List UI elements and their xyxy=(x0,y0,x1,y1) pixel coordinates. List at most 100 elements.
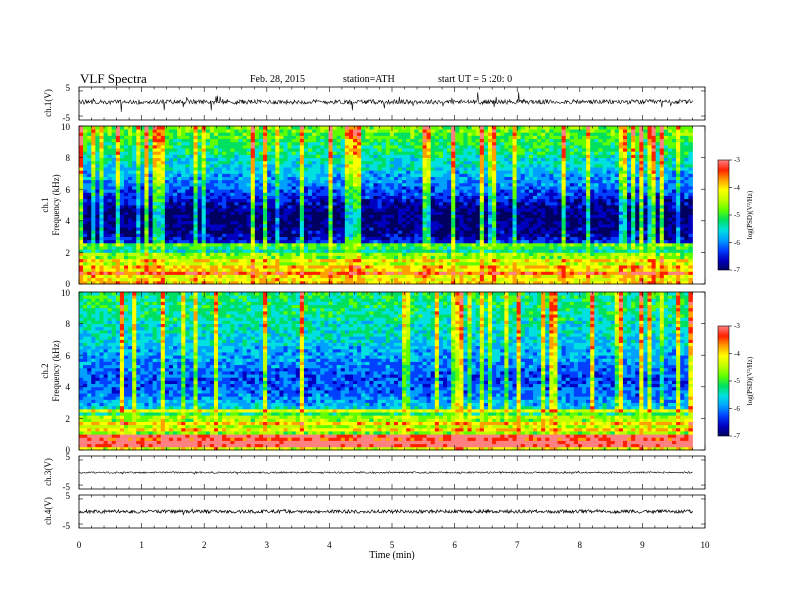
spectrogram-cell xyxy=(283,280,288,285)
spectrogram-cell xyxy=(115,271,121,275)
spectrogram-cell xyxy=(271,246,276,250)
spectrogram-cell xyxy=(287,217,293,222)
spectrogram-cell xyxy=(381,198,387,203)
spectrogram-cell xyxy=(95,246,100,250)
spectrogram-cell xyxy=(226,211,231,215)
spectrogram-cell xyxy=(230,151,235,155)
spectrogram-cell xyxy=(87,141,92,146)
spectrogram-cell xyxy=(406,217,411,222)
spectrogram-cell xyxy=(336,280,342,285)
spectrogram-cell xyxy=(287,179,293,184)
spectrogram-cell xyxy=(156,261,162,266)
spectrogram-cell xyxy=(471,277,477,282)
spectrogram-cell xyxy=(144,274,149,279)
spectrogram-cell xyxy=(389,148,395,152)
spectrogram-cell xyxy=(443,246,448,250)
spectrogram-cell xyxy=(295,160,301,165)
spectrogram-cell xyxy=(197,189,203,193)
spectrogram-cell xyxy=(336,141,342,146)
spectrogram-cell xyxy=(434,160,440,165)
spectrogram-cell xyxy=(475,211,481,215)
spectrogram-cell xyxy=(291,236,297,241)
spectrogram-cell xyxy=(332,220,338,225)
spectrogram-cell xyxy=(422,151,428,155)
spectrogram-cell xyxy=(389,138,395,143)
spectrogram-cell xyxy=(201,141,207,146)
spectrogram-cell xyxy=(348,186,354,190)
spectrogram-cell xyxy=(140,182,145,187)
spectrogram-cell xyxy=(459,261,464,266)
spectrogram-cell xyxy=(152,249,158,253)
spectrogram-cell xyxy=(205,186,211,190)
spectrogram-cell xyxy=(87,189,92,193)
spectrogram-cell xyxy=(418,138,423,143)
spectrogram-cell xyxy=(398,258,403,263)
spectrogram-cell xyxy=(451,236,456,241)
spectrogram-cell xyxy=(377,151,383,155)
spectrogram-cell xyxy=(213,173,219,177)
spectrogram-cell xyxy=(238,246,243,250)
spectrogram-cell xyxy=(291,201,297,206)
spectrogram-cell xyxy=(132,138,137,143)
spectrogram-cell xyxy=(148,217,154,222)
spectrogram-cell xyxy=(181,274,186,279)
spectrogram-cell xyxy=(275,233,280,237)
spectrogram-cell xyxy=(213,132,219,136)
spectrogram-cell xyxy=(320,201,325,206)
spectrogram-cell xyxy=(185,280,190,285)
spectrogram-cell xyxy=(316,198,321,203)
spectrogram-cell xyxy=(189,277,194,282)
spectrogram-cell xyxy=(95,179,100,184)
spectrogram-cell xyxy=(295,179,301,184)
spectrogram-cell xyxy=(99,182,104,187)
spectrogram-cell xyxy=(258,239,264,244)
spectrogram-cell xyxy=(451,201,456,206)
spectrogram-cell xyxy=(336,160,342,165)
spectrogram-cell xyxy=(426,205,432,209)
spectrogram-cell xyxy=(164,198,170,203)
spectrogram-cell xyxy=(438,157,444,162)
spectrogram-cell xyxy=(123,141,129,146)
spectrogram-cell xyxy=(128,277,133,282)
spectrogram-cell xyxy=(132,261,137,266)
spectrogram-cell xyxy=(111,151,117,155)
spectrogram-cell xyxy=(152,192,158,196)
spectrogram-cell xyxy=(340,167,346,171)
spectrogram-cell xyxy=(115,230,121,234)
spectrogram-cell xyxy=(389,154,395,158)
spectrogram-cell xyxy=(422,280,428,285)
spectrogram-cell xyxy=(185,227,190,231)
spectrogram-cell xyxy=(299,189,305,193)
spectrogram-cell xyxy=(348,255,354,260)
spectrogram-cell xyxy=(283,261,288,266)
spectrogram-cell xyxy=(201,189,207,193)
spectrogram-cell xyxy=(373,205,378,209)
spectrogram-cell xyxy=(238,129,243,133)
spectrogram-cell xyxy=(246,236,252,241)
spectrogram-cell xyxy=(234,277,239,282)
spectrogram-cell xyxy=(340,129,346,133)
spectrogram-cell xyxy=(463,167,468,171)
spectrogram-cell xyxy=(324,176,329,181)
spectrogram-cell xyxy=(258,280,264,285)
spectrogram-cell xyxy=(422,192,428,196)
spectrogram-cell xyxy=(144,201,149,206)
spectrogram-cell xyxy=(267,277,272,282)
spectrogram-cell xyxy=(234,157,239,162)
spectrogram-cell xyxy=(381,239,387,244)
spectrogram-cell xyxy=(451,230,456,234)
spectrogram-cell xyxy=(119,239,125,244)
spectrogram-cell xyxy=(123,179,129,184)
spectrogram-cell xyxy=(393,182,399,187)
spectrogram-cell xyxy=(295,214,301,219)
spectrogram-cell xyxy=(287,201,293,206)
spectrogram-cell xyxy=(365,236,370,241)
spectrogram-cell xyxy=(287,258,293,263)
spectrogram-cell xyxy=(336,192,342,196)
spectrogram-cell xyxy=(222,205,227,209)
spectrogram-cell xyxy=(238,280,243,285)
spectrogram-cell xyxy=(83,176,88,181)
spectrogram-cell xyxy=(316,230,321,234)
spectrogram-cell xyxy=(434,135,440,140)
spectrogram-cell xyxy=(197,249,203,253)
